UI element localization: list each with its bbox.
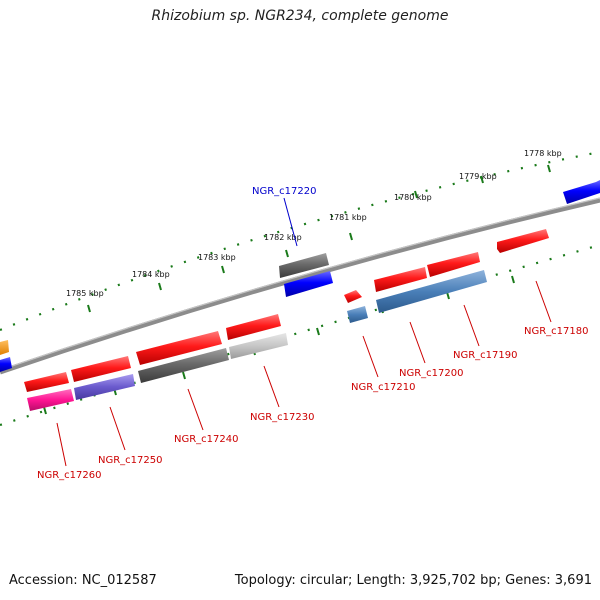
gene-label-NGR_c17220: NGR_c17220 [252, 186, 317, 197]
major-ticks-outer [87, 164, 551, 313]
gene-label-NGR_c17190: NGR_c17190 [453, 350, 518, 361]
accession-text: Accession: NC_012587 [9, 573, 157, 588]
gene-arrow-NGR_c17250 [74, 374, 135, 400]
gene-labels: NGR_c17180 NGR_c17190 NGR_c17200 NGR_c17… [37, 186, 589, 481]
gene-arrow [136, 331, 222, 365]
scale-label: 1779 kbp [459, 172, 497, 181]
gene-label-NGR_c17260: NGR_c17260 [37, 470, 102, 481]
gene-arrow-NGR_c17190 [376, 270, 487, 313]
gene-label-NGR_c17250: NGR_c17250 [98, 455, 163, 466]
scale-label: 1785 kbp [66, 289, 104, 298]
leader-lines [56, 197, 552, 467]
scale-label: 1780 kbp [394, 193, 432, 202]
reverse-genes [27, 270, 487, 411]
gene-arrow-NGR_c17260 [27, 389, 74, 411]
gene-arrow-NGR_c17240 [138, 348, 229, 383]
map-title: Rhizobium sp. NGR234, complete genome [151, 8, 449, 24]
gene-arrow [0, 357, 12, 372]
scale-label: 1783 kbp [198, 253, 236, 262]
scale-label: 1784 kbp [132, 270, 170, 279]
genome-backbone [0, 197, 600, 375]
gene-label-NGR_c17230: NGR_c17230 [250, 412, 315, 423]
gene-arrow [0, 340, 9, 355]
gene-arrow [24, 372, 69, 392]
scale-label: 1778 kbp [524, 149, 562, 158]
topology-text: Topology: circular; Length: 3,925,702 bp… [234, 573, 592, 588]
gene-arrow [226, 314, 281, 340]
gene-arrow [284, 271, 333, 297]
gene-arrow-NGR_c17230 [229, 333, 288, 359]
gene-arrow [347, 306, 368, 323]
gene-label-NGR_c17200: NGR_c17200 [399, 368, 464, 379]
gene-label-NGR_c17240: NGR_c17240 [174, 434, 239, 445]
gene-arrow [71, 356, 131, 382]
gene-label-NGR_c17180: NGR_c17180 [524, 326, 589, 337]
scale-labels: 1778 kbp 1779 kbp 1780 kbp 1781 kbp 1782… [66, 149, 562, 298]
gene-arrow-NGR_c17200 [427, 252, 480, 277]
forward-genes [0, 180, 600, 392]
scale-label: 1781 kbp [329, 213, 367, 222]
gene-arrow-NGR_c17220 [279, 253, 329, 278]
gene-arrow-NGR_c17180 [497, 229, 549, 253]
gene-arrow-NGR_c17210 [344, 290, 362, 303]
gene-label-NGR_c17210: NGR_c17210 [351, 382, 416, 393]
scale-label: 1782 kbp [264, 233, 302, 242]
gene-arrow [563, 180, 600, 204]
gene-arrow [374, 267, 427, 292]
